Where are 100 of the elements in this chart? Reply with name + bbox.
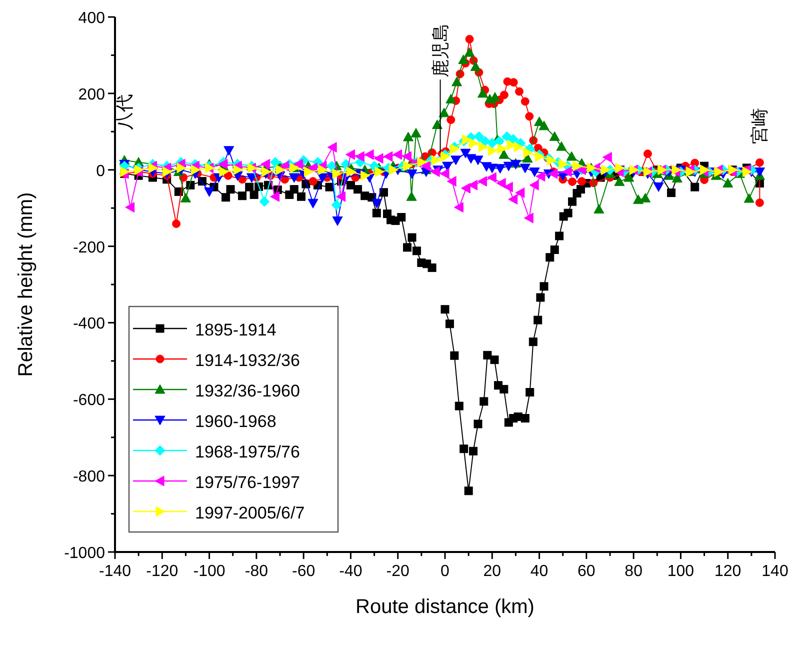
x-tick-label: 120 [714,563,742,580]
point [388,164,398,176]
point [486,138,498,148]
point [372,198,382,208]
point [260,158,270,170]
point [469,138,479,148]
point [270,156,281,168]
point [332,216,343,226]
point [431,155,441,166]
point [497,144,507,154]
legend-label: 1960-1968 [195,412,276,431]
point [529,180,539,190]
point [508,194,518,205]
point [374,166,384,178]
point [503,162,514,172]
point [276,164,286,176]
x-tick-label: -100 [193,563,226,580]
point [383,151,393,162]
legend-label: 1968-1975/76 [195,442,300,462]
point [420,160,430,172]
y-tick-label: 200 [78,86,106,104]
x-axis-title: Route distance (km) [356,596,534,618]
point [440,168,450,179]
point [288,173,300,183]
point [262,166,272,178]
point [345,149,355,160]
point [486,172,496,183]
point [466,154,476,164]
point [364,149,374,160]
point [450,156,462,166]
point [572,160,582,172]
point [246,173,257,183]
annotation: 宮崎 [750,108,770,144]
point [474,131,484,142]
point [204,187,215,197]
x-tick-label: 140 [762,563,788,580]
point [615,162,625,174]
x-tick-label: 20 [483,563,502,580]
point [558,158,568,170]
y-tick-label: -800 [72,468,106,486]
point [317,173,328,183]
x-tick-label: 0 [440,563,450,580]
point [496,178,506,188]
y-tick-label: -200 [72,239,106,256]
y-tick-label: -600 [72,392,106,410]
point [430,166,440,178]
point [219,166,229,178]
point [417,156,427,168]
point [332,168,342,179]
point [318,164,328,176]
legend-label: 1975/76-1997 [195,473,300,492]
point [392,149,402,160]
point [529,168,540,178]
point [406,169,418,179]
point [403,160,413,172]
point [360,170,370,181]
point [460,148,471,158]
x-tick-label: 100 [667,563,694,580]
legend-label: 1997-2005/6/7 [195,504,305,522]
legend-label: 1914-1932/36 [195,351,300,370]
x-tick-label: -80 [244,563,268,580]
annotation: 八代 [114,94,134,130]
point [162,166,172,178]
point [125,202,135,213]
point [308,162,318,174]
point [224,146,234,156]
x-tick-label: 80 [624,563,643,580]
point [304,166,314,178]
point [294,158,304,170]
point [460,182,470,194]
point [327,142,337,153]
x-tick-label: -40 [339,563,362,580]
y-tick-label: 0 [96,162,106,180]
point [331,200,342,210]
legend-label: 1932/36-1960 [195,382,300,400]
point [259,196,270,207]
point [503,182,513,192]
point [488,146,498,156]
point [515,188,525,198]
point [279,160,289,172]
x-tick-label: 60 [578,563,596,580]
point [477,176,487,187]
x-tick-label: -120 [146,563,178,580]
annotation: 鹿児島 [430,24,450,78]
point [653,182,664,192]
x-tick-label: -60 [292,563,316,580]
point [346,166,356,178]
point [524,212,534,224]
x-tick-label: -140 [98,563,132,580]
point [233,164,243,176]
point [190,164,200,176]
x-tick-label: -20 [386,563,410,580]
point [442,162,453,172]
point [602,152,612,162]
point [374,153,384,164]
point [536,171,546,182]
x-tick-label: 40 [530,563,548,580]
point [494,164,506,174]
y-tick-label: 400 [78,10,106,27]
y-tick-label: -400 [72,316,106,333]
